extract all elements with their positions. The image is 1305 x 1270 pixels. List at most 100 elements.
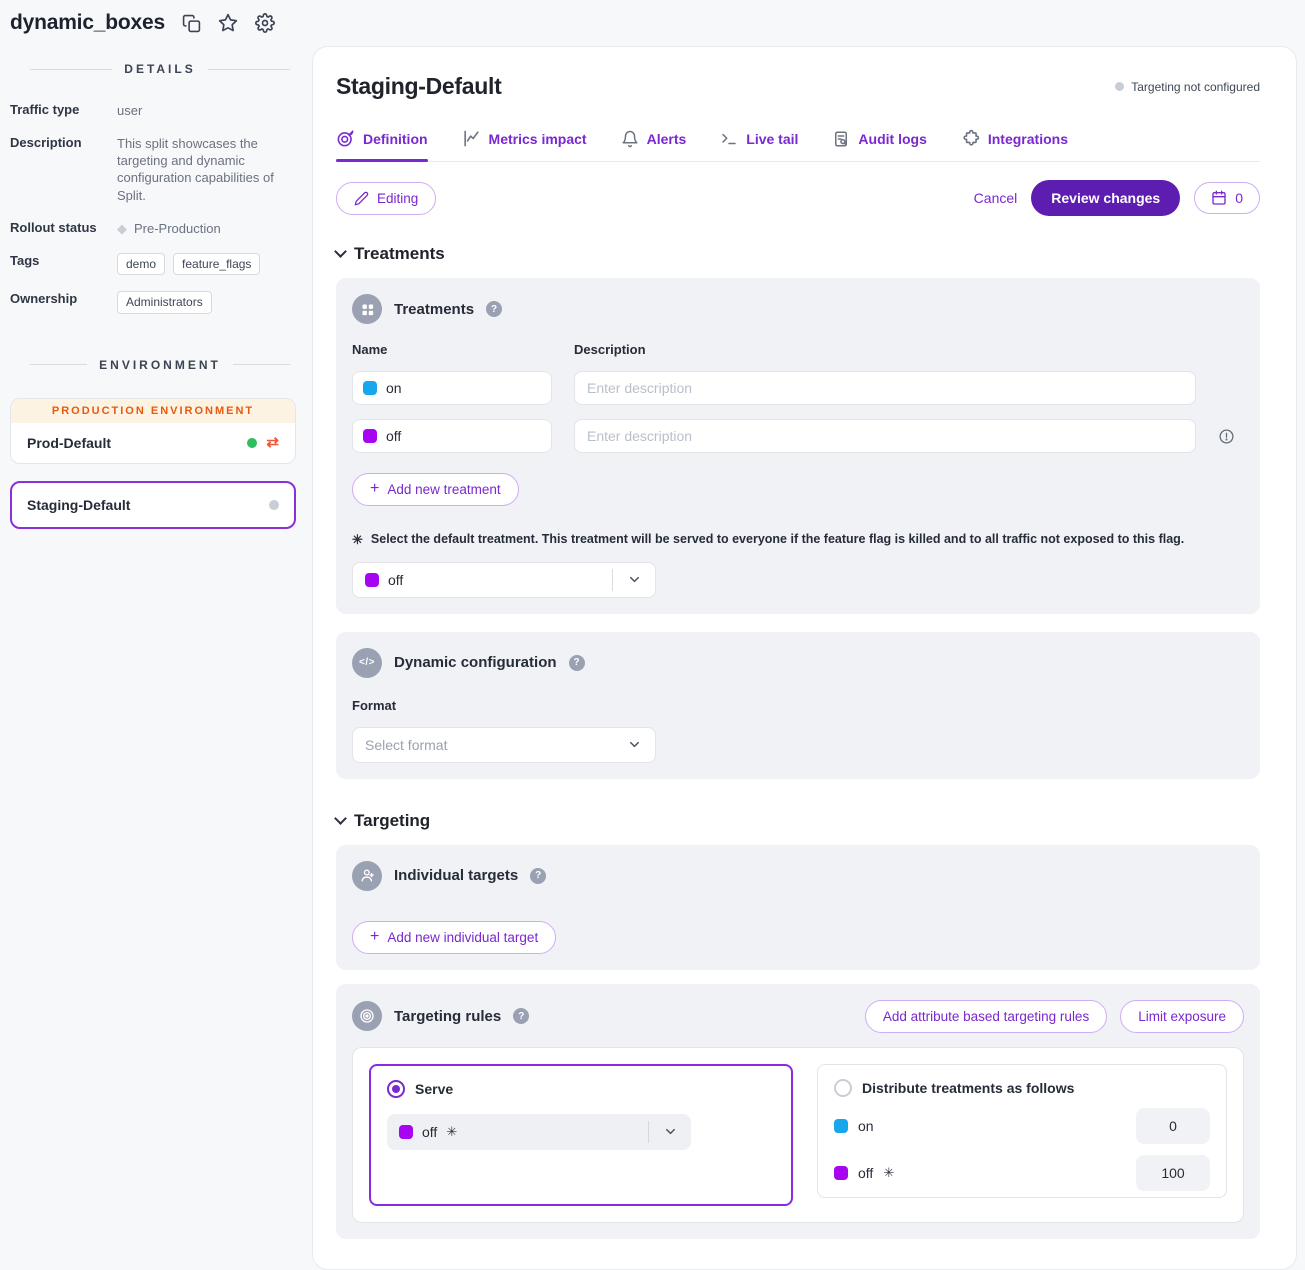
tag-chip: feature_flags bbox=[173, 252, 261, 276]
cancel-button[interactable]: Cancel bbox=[973, 190, 1018, 206]
targeting-status-dot bbox=[1115, 82, 1125, 91]
treatment-name-input[interactable] bbox=[386, 380, 541, 396]
tags-label: Tags bbox=[10, 252, 40, 268]
puzzle-icon bbox=[961, 129, 980, 148]
treatment-description-input[interactable] bbox=[574, 419, 1196, 453]
audit-document-icon bbox=[832, 130, 850, 148]
default-treatment-select[interactable]: off bbox=[352, 561, 656, 598]
help-icon[interactable]: ? bbox=[568, 654, 585, 671]
treatment-name-field[interactable] bbox=[352, 419, 552, 453]
tab-integrations[interactable]: Integrations bbox=[961, 129, 1068, 161]
code-icon: </> bbox=[352, 647, 382, 678]
default-treatment-note: Select the default treatment. This treat… bbox=[370, 532, 1185, 546]
environment-card-staging[interactable]: Staging-Default bbox=[10, 480, 296, 529]
queue-count: 0 bbox=[1235, 190, 1243, 206]
calendar-icon bbox=[1211, 190, 1227, 206]
distribute-panel[interactable]: Distribute treatments as follows on off … bbox=[817, 1063, 1227, 1198]
target-icon bbox=[352, 1001, 382, 1032]
tab-audit-logs[interactable]: Audit logs bbox=[832, 129, 927, 161]
rollout-diamond-icon: ◆ bbox=[117, 220, 127, 236]
treatment-color-swatch-on bbox=[363, 381, 377, 395]
add-new-individual-target-button[interactable]: + Add new individual target bbox=[352, 920, 557, 954]
treatment-name-input[interactable] bbox=[386, 428, 541, 444]
ownership-row: Ownership Administrators bbox=[0, 291, 312, 314]
treatments-section-header[interactable]: Treatments bbox=[334, 244, 1260, 264]
chevron-down-icon bbox=[334, 811, 347, 825]
line-chart-icon bbox=[462, 129, 481, 148]
treatments-grid-icon bbox=[352, 294, 382, 324]
treatment-color-swatch-off bbox=[399, 1124, 413, 1139]
treatment-name-field[interactable] bbox=[352, 371, 552, 405]
distribute-radio-option[interactable]: Distribute treatments as follows bbox=[834, 1078, 1210, 1097]
production-environment-banner: PRODUCTION ENVIRONMENT bbox=[11, 398, 295, 423]
individual-targets-card: Individual targets ? + Add new individua… bbox=[336, 844, 1260, 970]
treatment-description-input[interactable] bbox=[574, 371, 1196, 405]
page-title: Staging-Default bbox=[336, 73, 502, 99]
info-icon[interactable] bbox=[1218, 428, 1244, 445]
definition-target-icon bbox=[336, 129, 355, 148]
plus-icon: + bbox=[370, 480, 380, 497]
treatments-card-title: Treatments bbox=[394, 300, 475, 318]
details-heading: DETAILS bbox=[30, 62, 290, 76]
tab-live-tail[interactable]: Live tail bbox=[720, 129, 798, 161]
treatment-color-swatch-on bbox=[834, 1118, 848, 1133]
dynamic-configuration-title: Dynamic configuration bbox=[394, 654, 557, 672]
owner-chip: Administrators bbox=[117, 291, 212, 314]
editing-button[interactable]: Editing bbox=[336, 181, 437, 215]
env-status-dot-green bbox=[247, 437, 258, 448]
distribution-row: on bbox=[834, 1107, 1210, 1144]
chevron-down-icon bbox=[613, 737, 655, 752]
chevron-down-icon bbox=[334, 245, 347, 258]
help-icon[interactable]: ? bbox=[530, 867, 547, 884]
default-treatment-asterisk-icon: ✳ bbox=[883, 1164, 895, 1180]
tab-definition[interactable]: Definition bbox=[336, 129, 428, 162]
rollout-status-label: Rollout status bbox=[10, 219, 97, 235]
treatment-color-swatch-off bbox=[365, 572, 379, 587]
chevron-down-icon bbox=[613, 572, 655, 587]
ownership-label: Ownership bbox=[10, 291, 78, 307]
help-icon[interactable]: ? bbox=[513, 1008, 530, 1025]
rollout-status-value: Pre-Production bbox=[134, 220, 221, 236]
traffic-type-label: Traffic type bbox=[10, 102, 80, 117]
environment-name: Prod-Default bbox=[27, 434, 111, 451]
help-icon[interactable]: ? bbox=[486, 301, 503, 317]
serve-treatment-select[interactable]: off ✳ bbox=[387, 1113, 691, 1150]
limit-exposure-button[interactable]: Limit exposure bbox=[1120, 999, 1244, 1033]
add-new-treatment-button[interactable]: + Add new treatment bbox=[352, 473, 519, 506]
person-add-icon bbox=[352, 860, 382, 891]
tab-alerts[interactable]: Alerts bbox=[621, 129, 686, 161]
traffic-type-value: user bbox=[117, 103, 143, 118]
radio-selected-icon[interactable] bbox=[387, 1079, 405, 1098]
review-changes-button[interactable]: Review changes bbox=[1031, 180, 1181, 216]
swap-arrows-icon: ⇄ bbox=[266, 434, 279, 452]
change-queue-button[interactable]: 0 bbox=[1194, 182, 1260, 214]
rule-editor: Serve off ✳ bbox=[352, 1046, 1244, 1223]
star-favorite-icon[interactable] bbox=[218, 13, 238, 33]
serve-radio-option[interactable]: Serve bbox=[387, 1079, 775, 1098]
add-attribute-rules-button[interactable]: Add attribute based targeting rules bbox=[864, 999, 1108, 1033]
environment-card-prod[interactable]: PRODUCTION ENVIRONMENT Prod-Default ⇄ bbox=[10, 397, 296, 464]
edit-toolbar: Editing Cancel Review changes 0 bbox=[336, 180, 1260, 216]
format-select[interactable]: Select format bbox=[352, 726, 656, 763]
radio-unselected-icon[interactable] bbox=[834, 1078, 852, 1097]
pencil-icon bbox=[354, 191, 369, 206]
targeting-section-header[interactable]: Targeting bbox=[334, 811, 1260, 831]
gear-icon[interactable] bbox=[254, 13, 275, 33]
targeting-status: Targeting not configured bbox=[1115, 80, 1260, 94]
serve-panel[interactable]: Serve off ✳ bbox=[369, 1063, 793, 1206]
distribution-percentage-input[interactable] bbox=[1136, 1154, 1210, 1191]
targeting-rules-card: Targeting rules ? Add attribute based ta… bbox=[336, 983, 1260, 1239]
targeting-rules-title: Targeting rules bbox=[394, 1007, 502, 1025]
flag-title: dynamic_boxes bbox=[10, 11, 165, 34]
rollout-status-row: Rollout status ◆ Pre-Production bbox=[0, 220, 312, 237]
sidebar: DETAILS Traffic type user Description Th… bbox=[0, 46, 312, 546]
copy-icon[interactable] bbox=[182, 14, 201, 33]
distribution-percentage-input[interactable] bbox=[1136, 1107, 1210, 1144]
traffic-type-row: Traffic type user bbox=[0, 102, 312, 119]
tab-metrics-impact[interactable]: Metrics impact bbox=[462, 129, 587, 161]
chevron-down-icon bbox=[649, 1124, 691, 1139]
description-label: Description bbox=[10, 135, 82, 151]
tags-row: Tags demo feature_flags bbox=[0, 252, 312, 276]
treatments-card: Treatments ? Name Description bbox=[336, 278, 1260, 614]
format-label: Format bbox=[352, 697, 397, 713]
